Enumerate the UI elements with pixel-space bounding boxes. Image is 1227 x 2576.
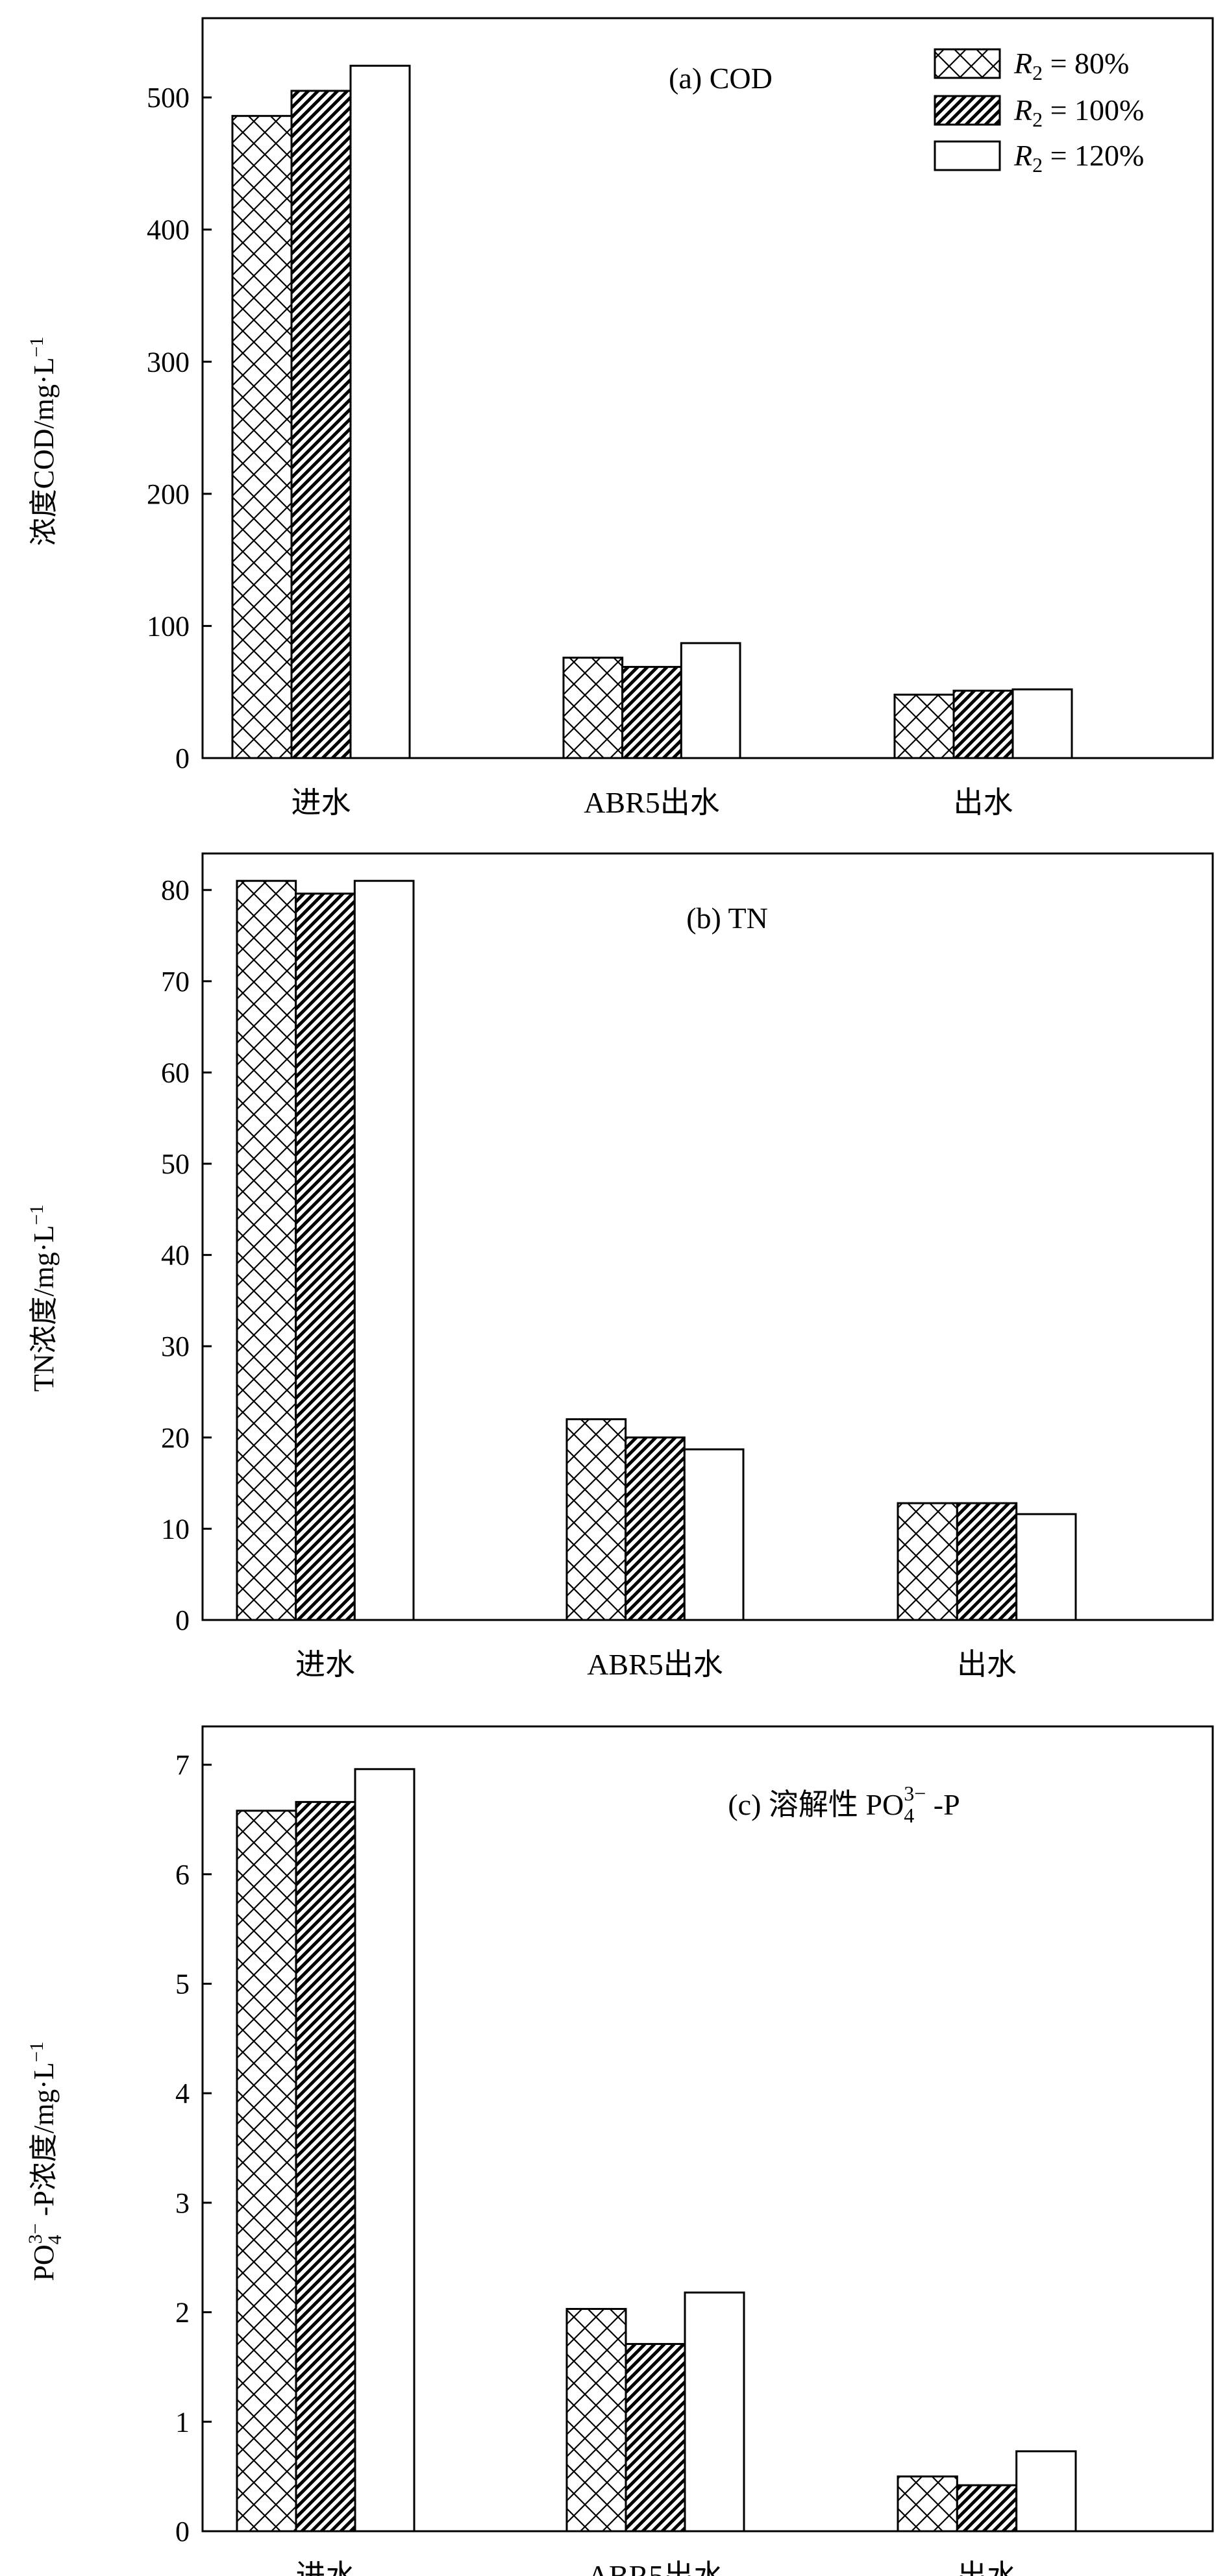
y-tick-label: 50 [161, 1148, 190, 1180]
legend-swatch [934, 48, 1001, 79]
panel-po4: (c) 溶解性 PO43− -P PO43− -P浓度/mg·L−1 进水 ABR… [25, 1725, 1214, 2576]
x-tick-label: 出水 [954, 786, 1013, 819]
bar [231, 115, 293, 759]
bar [893, 693, 955, 759]
legend-label: R2 = 120% [1013, 139, 1144, 177]
bar [956, 1502, 1018, 1621]
y-tick-label: 300 [147, 346, 190, 378]
bar [625, 1436, 686, 1621]
legend-swatch [934, 95, 1001, 126]
y-tick-label: 2 [175, 2297, 190, 2329]
y-tick-label: 0 [175, 1604, 190, 1636]
bar [625, 2343, 686, 2533]
y-tick-label: 7 [175, 1749, 190, 1781]
legend-label: R2 = 80% [1013, 47, 1129, 84]
y-tick-label: 20 [161, 1422, 190, 1454]
x-tick-label: 出水 [957, 1648, 1017, 1681]
bar [562, 656, 624, 759]
y-tick-label: 80 [161, 874, 190, 906]
bar [295, 1800, 356, 2533]
y-tick-label: 500 [147, 82, 190, 114]
panel-title: (c) 溶解性 PO43− -P [728, 1782, 960, 1827]
panel-cod: (a) COD R2 = 80% R2 = 100% R2 = 120% 浓度C… [26, 17, 1214, 819]
bar [1015, 2450, 1077, 2533]
x-tick-label: 进水 [296, 2559, 356, 2576]
y-axis-label: TN浓度/mg·L−1 [26, 1205, 60, 1392]
x-tick-label: ABR5出水 [588, 2559, 724, 2576]
bar [565, 1418, 627, 1621]
x-tick-label: 进水 [291, 786, 351, 819]
bar [236, 1809, 297, 2533]
legend-label: R2 = 100% [1013, 93, 1144, 131]
bar [349, 64, 411, 759]
y-tick-label: 30 [161, 1331, 190, 1362]
bar [680, 642, 741, 759]
bar [295, 892, 356, 1621]
y-tick-label: 100 [147, 610, 190, 642]
y-tick-label: 1 [175, 2406, 190, 2438]
x-tick-label: 出水 [957, 2559, 1017, 2576]
y-tick-label: 5 [175, 1968, 190, 2000]
y-tick-label: 200 [147, 478, 190, 510]
bar [353, 879, 415, 1621]
y-tick-label: 3 [175, 2187, 190, 2219]
bar [290, 90, 352, 759]
y-tick-label: 0 [175, 742, 190, 774]
bar [684, 2291, 745, 2533]
bar [236, 879, 297, 1621]
bar [1015, 1513, 1077, 1621]
bar [1011, 688, 1073, 759]
x-tick-label: ABR5出水 [584, 786, 720, 819]
legend-item: R2 = 80% [934, 47, 1129, 84]
y-tick-label: 4 [175, 2078, 190, 2109]
panel-title: (a) COD [669, 62, 773, 95]
legend: R2 = 80% R2 = 100% R2 = 120% [934, 47, 1144, 177]
bar [565, 2308, 627, 2533]
y-tick-label: 0 [175, 2516, 190, 2547]
y-tick-label: 6 [175, 1859, 190, 1891]
x-tick-label: ABR5出水 [587, 1648, 723, 1681]
y-tick-label: 400 [147, 214, 190, 246]
bar [354, 1768, 415, 2533]
legend-swatch [934, 140, 1001, 171]
bar [897, 2475, 958, 2533]
y-tick-label: 40 [161, 1240, 190, 1271]
y-tick-label: 70 [161, 966, 190, 998]
bar [683, 1448, 745, 1621]
panel-tn: (b) TN TN浓度/mg·L−1 进水 ABR5出水 出水 0 10 20 30 40 50… [26, 852, 1214, 1681]
plot-frame [201, 17, 1214, 759]
bar [952, 689, 1014, 759]
bar [621, 666, 682, 759]
y-axis-label: 浓度COD/mg·L−1 [26, 337, 60, 546]
y-axis-label: PO43− -P浓度/mg·L−1 [25, 2041, 66, 2281]
y-tick-label: 10 [161, 1513, 190, 1545]
bar [897, 1502, 958, 1621]
legend-item: R2 = 100% [934, 93, 1144, 131]
plot-frame [201, 1725, 1214, 2533]
plot-frame [201, 852, 1214, 1621]
bar [956, 2484, 1018, 2533]
x-tick-label: 进水 [295, 1648, 355, 1681]
legend-item: R2 = 120% [934, 139, 1144, 177]
y-tick-label: 60 [161, 1057, 190, 1088]
panel-title: (b) TN [686, 902, 768, 935]
